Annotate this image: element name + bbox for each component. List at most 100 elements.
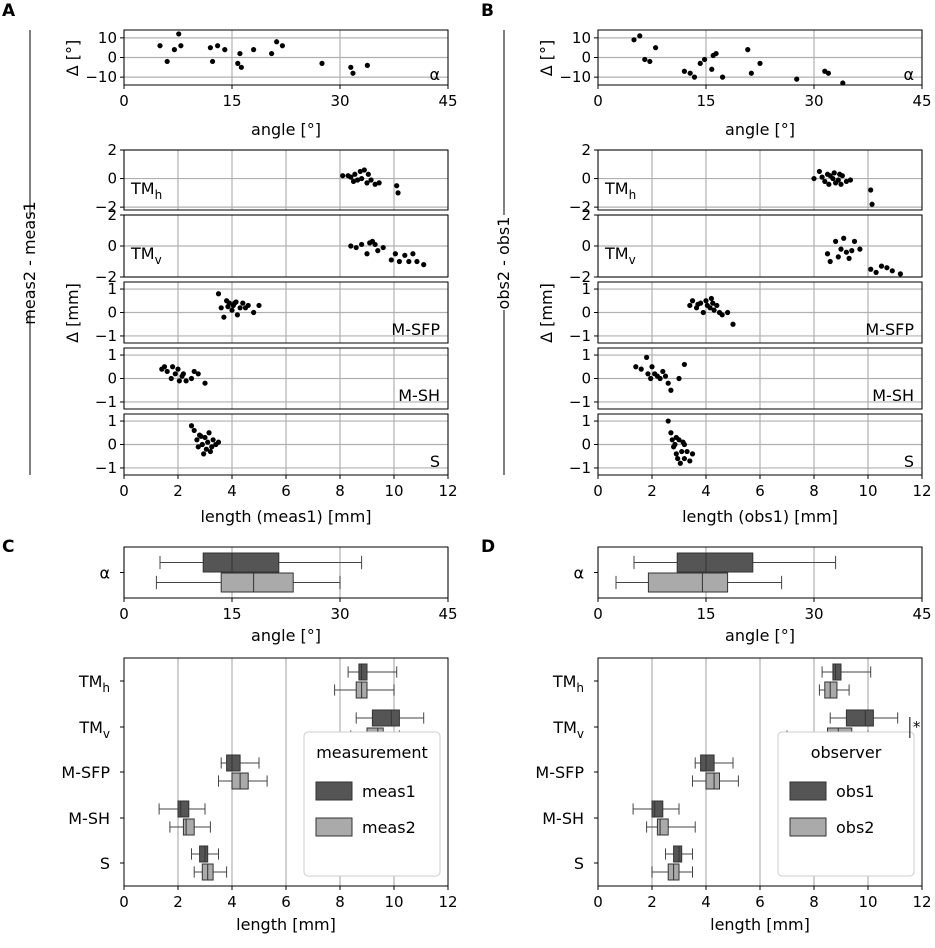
subplot-B-2 <box>594 214 923 278</box>
label-main: TM <box>552 718 577 737</box>
box <box>371 709 400 727</box>
subplot-B-4 <box>594 347 923 410</box>
data-point <box>274 39 280 45</box>
box <box>199 845 209 863</box>
y-tick-label: −1 <box>95 327 117 345</box>
data-point <box>711 307 717 313</box>
data-point <box>838 246 844 252</box>
data-point <box>824 251 831 257</box>
data-point <box>210 437 216 443</box>
x-tick-label: 0 <box>593 482 603 500</box>
data-point <box>648 375 654 382</box>
x-tick-label: 45 <box>912 605 931 623</box>
data-point <box>689 451 696 457</box>
data-point <box>638 366 644 372</box>
data-point <box>414 258 420 265</box>
data-point <box>235 60 241 66</box>
data-point <box>188 423 195 429</box>
data-point <box>745 47 751 53</box>
y-tick-label: 0 <box>581 237 591 255</box>
data-point <box>183 378 189 384</box>
label-main: S <box>100 854 110 873</box>
x-tick-label: 10 <box>858 893 877 911</box>
data-point <box>719 74 726 80</box>
data-point <box>229 307 235 313</box>
x-tick-label: 10 <box>384 482 403 500</box>
y-tick-label: 10 <box>572 29 591 47</box>
angle-delta-ylabel: Δ [°] <box>63 40 82 77</box>
side-ylabel: meas2 - meas1 <box>20 201 39 324</box>
label-sub: h <box>629 188 637 202</box>
box <box>832 663 842 681</box>
x-tick-label: 8 <box>809 893 819 911</box>
data-point <box>218 305 224 311</box>
data-point <box>348 174 354 180</box>
x-tick-label: 30 <box>804 605 823 623</box>
data-point <box>176 31 182 37</box>
box <box>182 818 195 836</box>
data-point <box>175 366 181 372</box>
significance-marker: * <box>913 718 921 736</box>
data-point <box>668 430 674 436</box>
data-point <box>251 309 257 316</box>
label-sub: h <box>576 681 584 695</box>
legend-swatch <box>789 781 827 801</box>
data-point <box>849 248 855 254</box>
data-point <box>376 180 382 186</box>
subplot-label-TMv: TMv <box>130 244 162 267</box>
side-ylabel: obs2 - obs1 <box>494 217 513 310</box>
data-point <box>681 361 688 368</box>
box <box>824 681 838 699</box>
subplot-B-0 <box>594 29 923 86</box>
data-point <box>662 373 669 379</box>
y-tick-label: 0 <box>581 304 591 322</box>
data-point <box>840 80 846 86</box>
x-tick-label: 6 <box>281 893 291 911</box>
data-point <box>237 50 243 57</box>
y-tick-label: −10 <box>85 68 117 86</box>
data-point <box>237 305 243 311</box>
legend-label: meas1 <box>362 782 416 801</box>
data-point <box>687 302 693 309</box>
data-point <box>365 171 371 177</box>
data-point <box>647 58 653 65</box>
angle-axis-label: angle [°] <box>251 626 321 645</box>
data-point <box>669 437 675 443</box>
y-tick-label: 0 <box>581 436 591 454</box>
data-point <box>396 258 402 265</box>
data-point <box>406 258 412 265</box>
data-point <box>687 70 693 76</box>
data-point <box>835 177 841 183</box>
x-tick-label: 4 <box>701 893 711 911</box>
data-point <box>350 178 357 185</box>
y-tick-label: 10 <box>98 29 117 47</box>
data-point <box>361 167 367 173</box>
box <box>651 800 664 818</box>
x-tick-label: 12 <box>912 482 931 500</box>
y-tick-label: 2 <box>107 141 117 159</box>
data-point <box>665 380 671 386</box>
data-point <box>178 43 184 49</box>
x-tick-label: 6 <box>755 893 765 911</box>
data-point <box>843 249 850 255</box>
x-tick-label: 12 <box>912 893 931 911</box>
y-tick-label: −2 <box>95 268 117 286</box>
data-point <box>725 309 731 316</box>
y-tick-label: −2 <box>569 268 591 286</box>
data-point <box>176 378 182 384</box>
label-main: TM <box>130 244 155 263</box>
x-tick-label: 2 <box>647 482 657 500</box>
data-point <box>348 64 354 70</box>
subplot-label-alpha: α <box>429 65 440 84</box>
data-point <box>222 47 228 53</box>
label-main: M-SFP <box>535 763 584 782</box>
data-point <box>843 178 850 185</box>
label-main: TM <box>604 179 629 198</box>
y-tick-label: −1 <box>569 327 591 345</box>
y-tick-label: −2 <box>569 198 591 216</box>
legend-swatch <box>315 817 353 837</box>
data-point <box>195 444 201 450</box>
subplot-A-3 <box>120 281 449 344</box>
data-point <box>234 312 240 318</box>
label-main: S <box>574 854 584 873</box>
